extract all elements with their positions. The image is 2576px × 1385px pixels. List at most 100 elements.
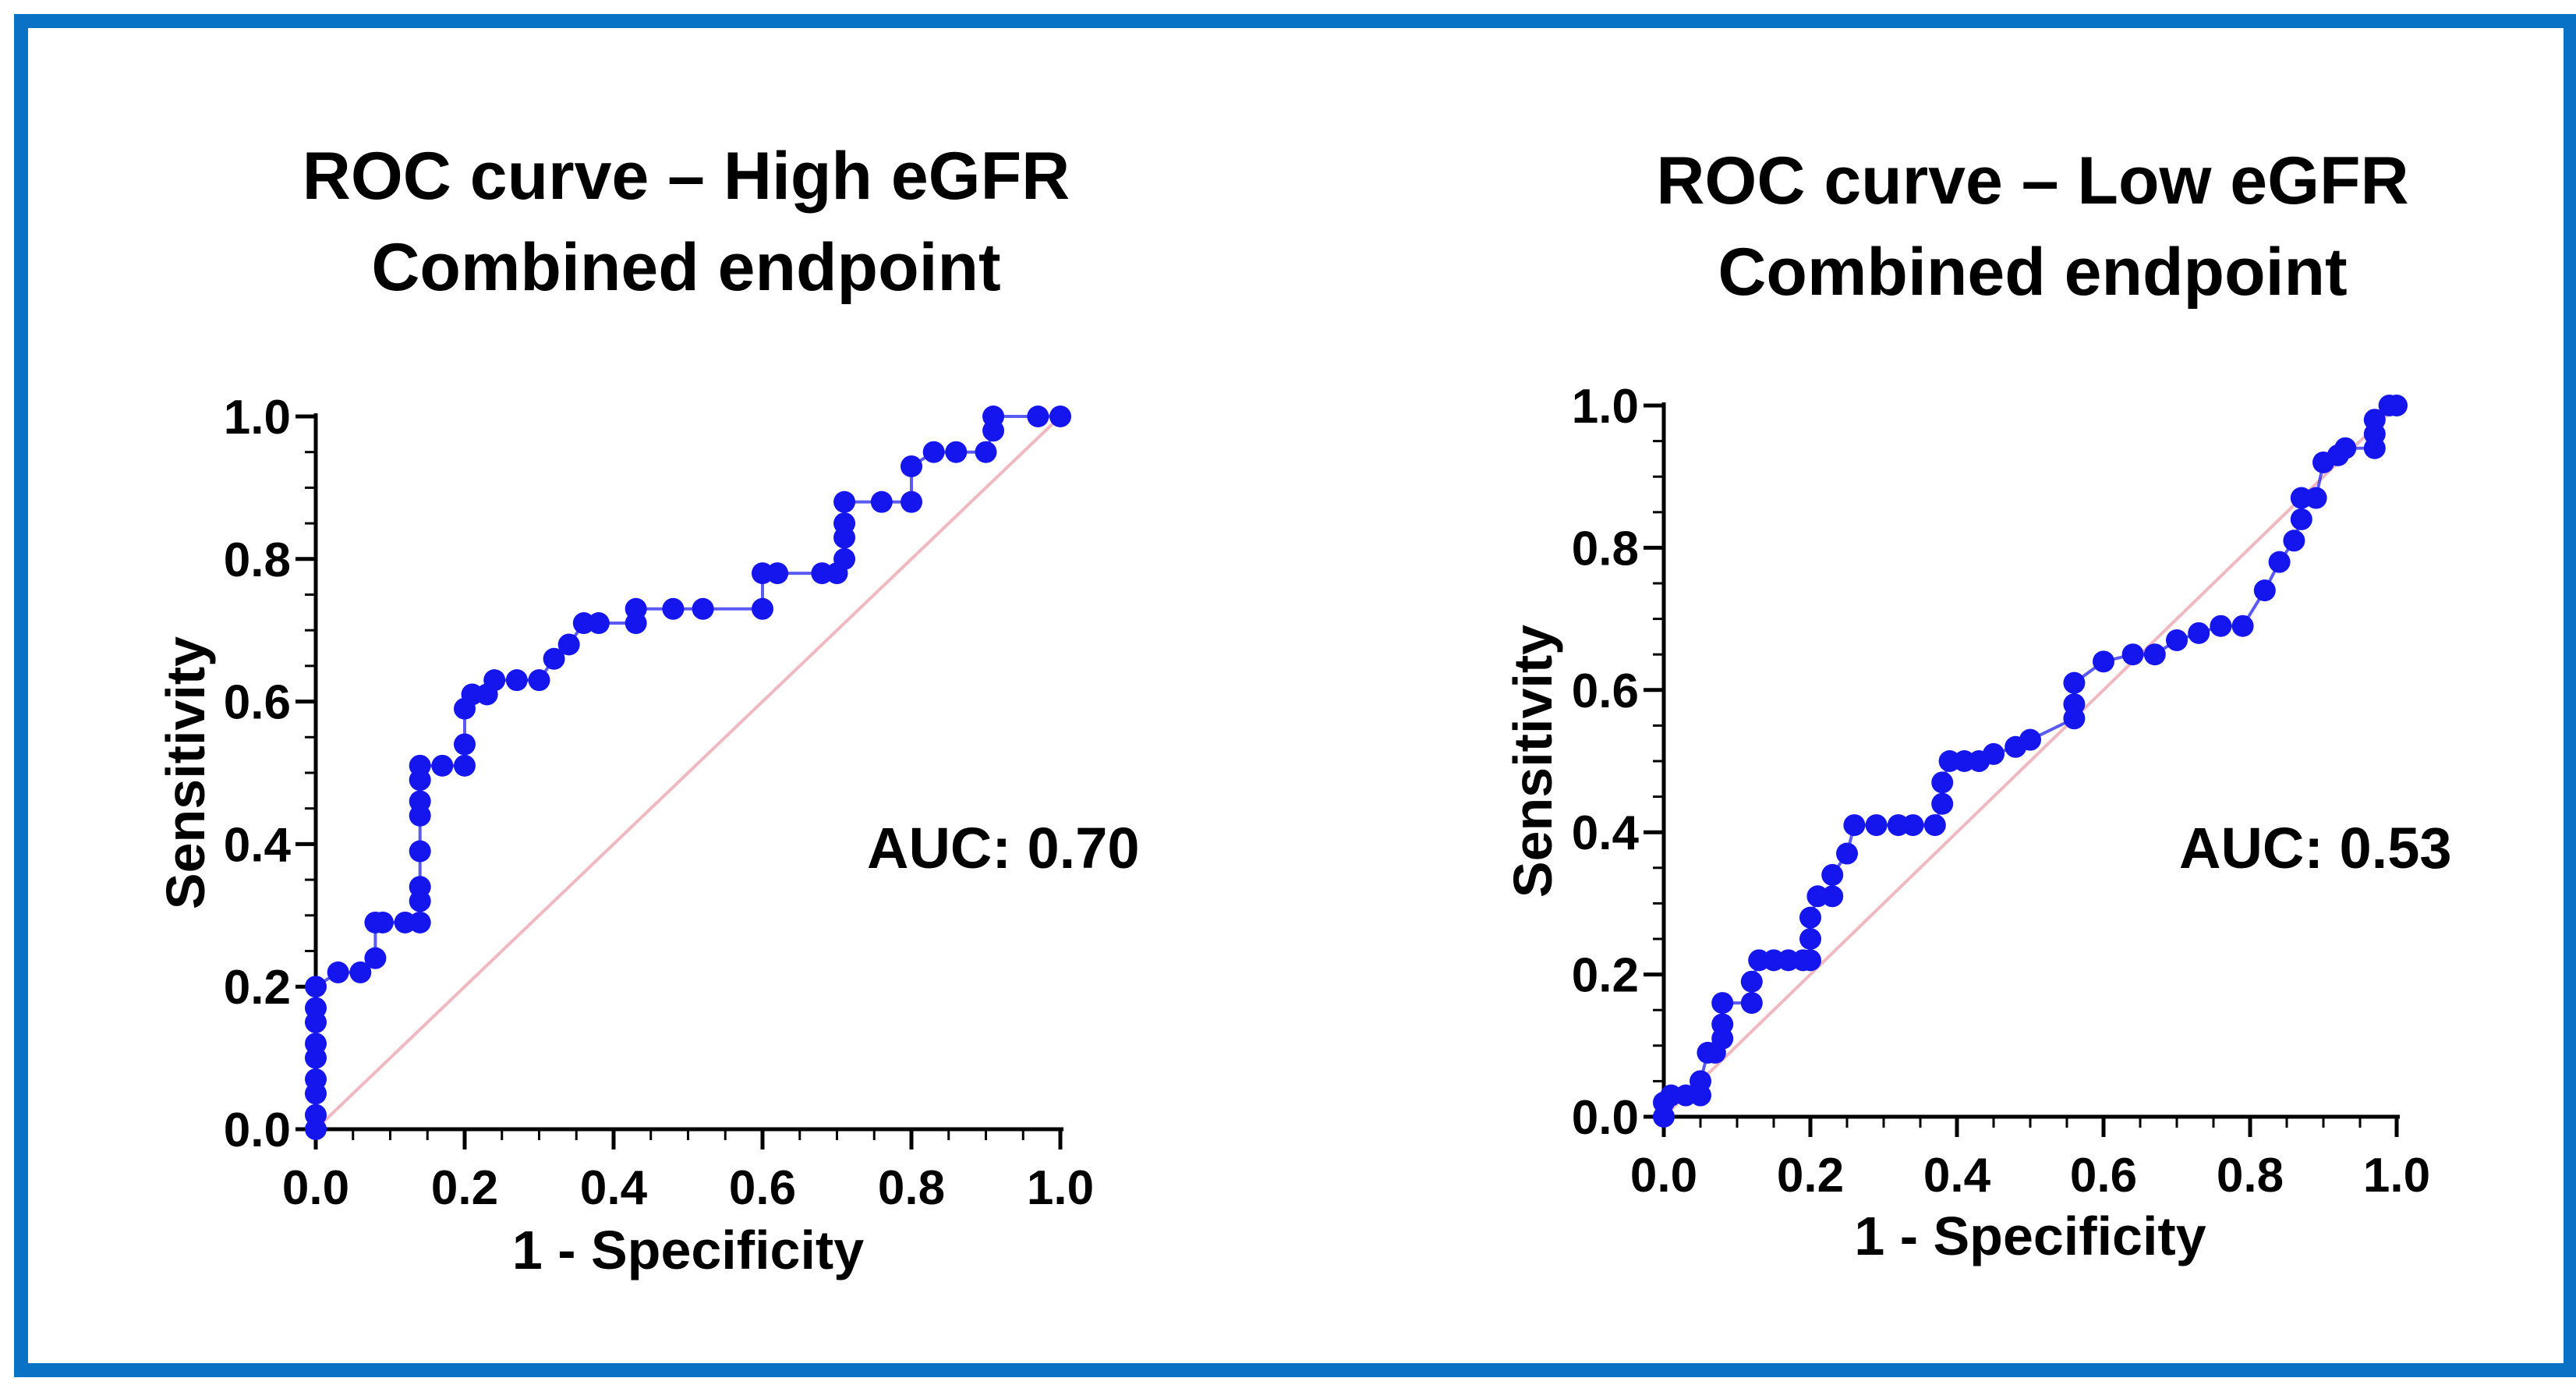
roc-point <box>2290 508 2312 530</box>
roc-chart-high-egfr: ROC curve – High eGFR Combined endpoint … <box>155 139 1140 1281</box>
y-tick-labels: 0.0 0.2 0.4 0.6 0.8 1.0 <box>1572 380 1640 1145</box>
y-tick-label: 1.0 <box>224 391 291 445</box>
roc-point <box>922 441 945 463</box>
diagonal-line <box>1662 404 2398 1118</box>
y-tick-label: 0.8 <box>224 533 291 587</box>
roc-series <box>1653 395 2408 1128</box>
x-tick-labels: 0.0 0.2 0.4 0.6 0.8 1.0 <box>1630 1149 2430 1203</box>
y-axis-label: Sensitivity <box>155 636 216 909</box>
y-tick-label: 0.2 <box>224 961 291 1015</box>
roc-point <box>2093 650 2114 673</box>
roc-point <box>752 597 773 620</box>
roc-point <box>349 961 372 983</box>
roc-point <box>305 1103 327 1126</box>
roc-point <box>2143 643 2166 666</box>
roc-point <box>2063 693 2086 716</box>
x-tick-label: 0.2 <box>431 1161 498 1215</box>
y-tick-label: 0.0 <box>224 1103 291 1157</box>
roc-point <box>2019 728 2041 751</box>
roc-point <box>2121 643 2144 666</box>
roc-point <box>409 911 431 933</box>
x-tick-label: 0.8 <box>2217 1149 2284 1203</box>
roc-point <box>409 840 431 863</box>
x-tick-label: 0.2 <box>1777 1149 1844 1203</box>
roc-point <box>528 669 550 692</box>
x-tick-label: 0.4 <box>1923 1149 1991 1203</box>
roc-point <box>1690 1070 1711 1093</box>
roc-point <box>2268 551 2291 573</box>
roc-point <box>2334 437 2357 459</box>
x-tick-label: 0.0 <box>1630 1149 1697 1203</box>
roc-point <box>2386 395 2408 416</box>
roc-point <box>1821 885 1844 908</box>
roc-point <box>1931 792 1954 815</box>
roc-point <box>2283 530 2305 552</box>
roc-point <box>662 597 685 620</box>
roc-point <box>901 455 922 477</box>
roc-series <box>305 406 1071 1140</box>
roc-point <box>305 1068 327 1091</box>
roc-point <box>587 612 610 635</box>
roc-point <box>409 790 431 813</box>
chart-title-line2: Combined endpoint <box>1718 235 2347 310</box>
y-tick-label: 0.6 <box>224 676 291 730</box>
chart-title-line2: Combined endpoint <box>371 230 1000 305</box>
chart-axes <box>1644 402 2400 1137</box>
y-tick-label: 0.6 <box>1572 664 1639 718</box>
roc-point <box>454 754 476 777</box>
roc-point <box>975 441 997 463</box>
roc-point <box>766 562 789 585</box>
roc-point <box>2188 622 2210 644</box>
roc-point <box>1923 814 1946 837</box>
y-tick-label: 0.2 <box>1572 949 1639 1003</box>
reference-diagonal <box>1662 404 2398 1118</box>
roc-point <box>327 961 349 983</box>
roc-point <box>2166 629 2188 651</box>
roc-chart-low-egfr: ROC curve – Low eGFR Combined endpoint 0… <box>1502 143 2452 1266</box>
roc-point <box>945 441 968 463</box>
roc-point <box>483 669 506 692</box>
y-tick-label: 0.4 <box>1572 806 1640 860</box>
roc-point <box>1821 863 1844 886</box>
roc-point <box>305 1033 327 1055</box>
roc-point <box>505 669 528 692</box>
roc-point <box>1865 814 1888 837</box>
roc-point <box>305 976 327 998</box>
y-tick-label: 0.8 <box>1572 522 1639 576</box>
roc-point <box>2231 615 2254 637</box>
roc-point <box>870 491 893 513</box>
x-axis-label: 1 - Specificity <box>1854 1206 2206 1266</box>
roc-point <box>371 911 394 933</box>
roc-point <box>409 754 431 777</box>
diagonal-line <box>314 415 1062 1131</box>
roc-point <box>2210 615 2232 637</box>
roc-point <box>557 633 580 656</box>
roc-point <box>1049 406 1071 427</box>
y-tick-label: 0.4 <box>224 818 292 872</box>
roc-point <box>1740 992 1763 1015</box>
roc-point <box>1799 928 1821 950</box>
roc-point <box>833 491 856 513</box>
roc-point <box>1931 771 1954 794</box>
roc-point <box>1799 949 1821 972</box>
roc-point <box>364 947 387 969</box>
roc-point <box>1711 1013 1734 1036</box>
roc-point <box>2363 409 2386 431</box>
roc-point <box>625 597 647 620</box>
figure-frame <box>14 14 2576 1377</box>
roc-point <box>833 547 856 570</box>
roc-point <box>1711 992 1734 1015</box>
reference-diagonal <box>314 415 1062 1131</box>
roc-point <box>454 733 476 756</box>
chart-title-line1: ROC curve – High eGFR <box>303 139 1070 214</box>
roc-point <box>1902 814 1924 837</box>
roc-point <box>431 754 454 777</box>
roc-point <box>2063 671 2086 694</box>
roc-point <box>692 597 714 620</box>
roc-point <box>1983 742 2005 765</box>
roc-point <box>543 647 565 670</box>
x-tick-labels: 0.0 0.2 0.4 0.6 0.8 1.0 <box>282 1161 1094 1215</box>
y-tick-label: 1.0 <box>1572 380 1639 434</box>
x-tick-label: 0.0 <box>282 1161 349 1215</box>
